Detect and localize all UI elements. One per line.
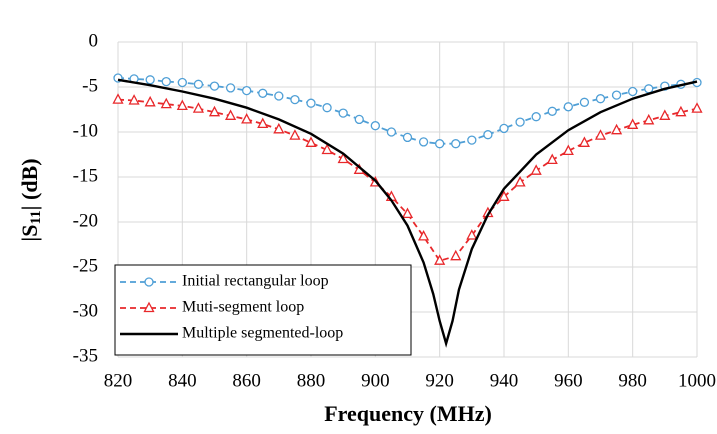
data-point bbox=[225, 83, 236, 93]
data-point bbox=[498, 190, 510, 201]
data-point bbox=[306, 98, 316, 108]
data-point bbox=[418, 137, 429, 147]
data-point bbox=[659, 109, 671, 120]
y-label-sub: 11 bbox=[28, 210, 44, 224]
series-line bbox=[117, 98, 698, 262]
legend-label: Multiple segmented-loop bbox=[182, 325, 343, 342]
data-point bbox=[562, 144, 574, 156]
data-point bbox=[242, 85, 252, 96]
x-tick-label: 940 bbox=[490, 370, 519, 391]
data-point bbox=[386, 127, 397, 137]
x-tick-label: 1000 bbox=[678, 370, 716, 391]
data-point bbox=[354, 114, 364, 125]
data-point bbox=[450, 249, 462, 261]
y-tick-label: -35 bbox=[73, 345, 98, 366]
data-point bbox=[434, 254, 446, 265]
data-point bbox=[258, 88, 268, 98]
data-point bbox=[611, 90, 622, 100]
y-tick-label: -10 bbox=[73, 120, 98, 141]
data-point bbox=[322, 103, 332, 113]
data-point bbox=[691, 102, 703, 113]
y-label-tail: | (dB) bbox=[17, 158, 42, 210]
y-axis-label: |S11| (dB) bbox=[17, 158, 44, 241]
series-line bbox=[117, 78, 698, 348]
data-point bbox=[595, 94, 606, 104]
y-label-main: |S bbox=[17, 225, 42, 242]
x-axis-label: Frequency (MHz) bbox=[324, 401, 492, 426]
data-point bbox=[112, 93, 124, 104]
data-point bbox=[435, 139, 445, 149]
y-tick-label: -5 bbox=[82, 75, 98, 96]
data-point bbox=[177, 77, 187, 88]
data-point bbox=[628, 86, 638, 97]
data-point bbox=[274, 91, 284, 101]
data-point bbox=[128, 94, 140, 105]
legend-label: Initial rectangular loop bbox=[182, 273, 329, 290]
data-point bbox=[257, 117, 269, 129]
y-tick-label: -20 bbox=[73, 210, 98, 231]
data-point bbox=[499, 123, 509, 134]
data-point bbox=[401, 207, 414, 219]
x-tick-label: 840 bbox=[168, 370, 197, 391]
data-point bbox=[546, 153, 558, 165]
data-point bbox=[418, 230, 430, 241]
data-point bbox=[547, 106, 557, 116]
data-point bbox=[160, 97, 172, 109]
x-tick-label: 980 bbox=[618, 370, 647, 391]
data-point bbox=[483, 130, 493, 140]
data-point bbox=[370, 121, 380, 131]
data-point bbox=[514, 176, 526, 187]
data-point bbox=[627, 118, 639, 129]
data-point bbox=[466, 229, 478, 240]
y-tick-label: -25 bbox=[73, 255, 98, 276]
data-point bbox=[176, 99, 188, 111]
data-point bbox=[192, 102, 204, 113]
data-point bbox=[305, 136, 317, 147]
legend-label: Muti-segment loop bbox=[182, 299, 304, 316]
data-point bbox=[241, 113, 253, 124]
data-point bbox=[402, 132, 413, 143]
data-point bbox=[579, 97, 590, 107]
y-tick-label: -15 bbox=[73, 165, 98, 186]
data-point bbox=[289, 129, 301, 140]
data-point bbox=[531, 112, 541, 122]
x-tick-label: 860 bbox=[232, 370, 261, 391]
data-point bbox=[515, 117, 525, 127]
data-point bbox=[209, 81, 220, 91]
data-point bbox=[144, 95, 156, 107]
data-point bbox=[290, 94, 300, 105]
data-point bbox=[675, 105, 687, 117]
data-point bbox=[467, 135, 477, 145]
x-tick-label: 880 bbox=[297, 370, 326, 391]
legend-marker bbox=[144, 277, 154, 287]
data-point bbox=[273, 122, 285, 134]
y-tick-label: 0 bbox=[89, 30, 99, 51]
data-point bbox=[225, 109, 237, 120]
data-point bbox=[145, 75, 155, 85]
data-point bbox=[193, 79, 204, 89]
data-point bbox=[611, 123, 623, 135]
data-point bbox=[208, 105, 221, 117]
data-point bbox=[161, 76, 171, 87]
data-point bbox=[644, 84, 654, 94]
data-point bbox=[451, 139, 461, 149]
data-point bbox=[530, 164, 542, 175]
data-point bbox=[337, 152, 349, 164]
x-tick-label: 920 bbox=[425, 370, 454, 391]
data-point bbox=[594, 129, 607, 140]
data-point bbox=[563, 102, 573, 112]
data-point bbox=[578, 136, 590, 147]
x-tick-label: 820 bbox=[104, 370, 133, 391]
data-point bbox=[338, 108, 348, 118]
legend-marker bbox=[143, 301, 155, 313]
data-point bbox=[643, 113, 655, 125]
legend-box bbox=[114, 264, 412, 356]
x-tick-label: 960 bbox=[554, 370, 583, 391]
data-point bbox=[321, 143, 333, 155]
x-tick-label: 900 bbox=[361, 370, 390, 391]
y-tick-label: -30 bbox=[73, 300, 98, 321]
